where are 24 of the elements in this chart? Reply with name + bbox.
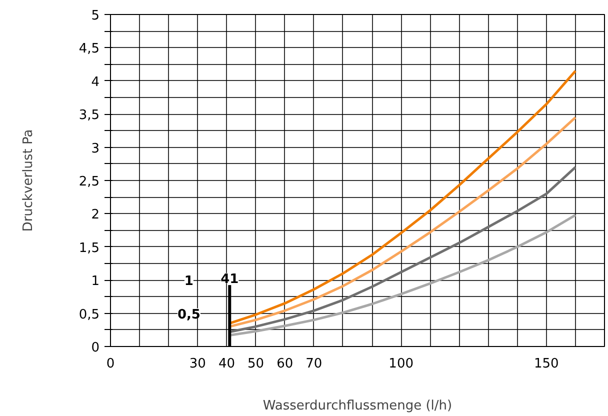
y-tick-label: 2,5 [78, 174, 100, 190]
y-tick-label: 0 [91, 340, 100, 356]
x-tick-label: 0 [106, 356, 115, 372]
ref-line-label: 41 [220, 272, 239, 288]
y-tick-label: 4 [91, 74, 100, 90]
annotation: 0,5 [177, 307, 200, 322]
x-axis-title: Wasserdurchflussmenge (l/h) [262, 398, 452, 414]
y-tick-label: 2 [91, 208, 100, 223]
annotation: 1 [184, 274, 194, 290]
y-tick-label: 0,5 [78, 307, 100, 322]
y-tick-label: 5 [91, 8, 100, 24]
x-tick-label: 40 [218, 356, 236, 372]
y-tick-label: 1,5 [78, 240, 100, 256]
x-tick-label: 30 [189, 356, 206, 372]
x-tick-label: 100 [388, 356, 414, 372]
y-tick-label: 3 [91, 141, 100, 156]
x-tick-label: 150 [534, 356, 559, 372]
x-tick-label: 60 [276, 356, 294, 372]
y-tick-label: 3,5 [78, 108, 100, 124]
y-tick-label: 1 [91, 274, 100, 290]
x-tick-label: 50 [248, 356, 264, 372]
y-axis-title: Druckverlust Pa [20, 129, 36, 232]
y-tick-label: 4,5 [78, 42, 100, 57]
x-tick-label: 70 [306, 356, 322, 372]
